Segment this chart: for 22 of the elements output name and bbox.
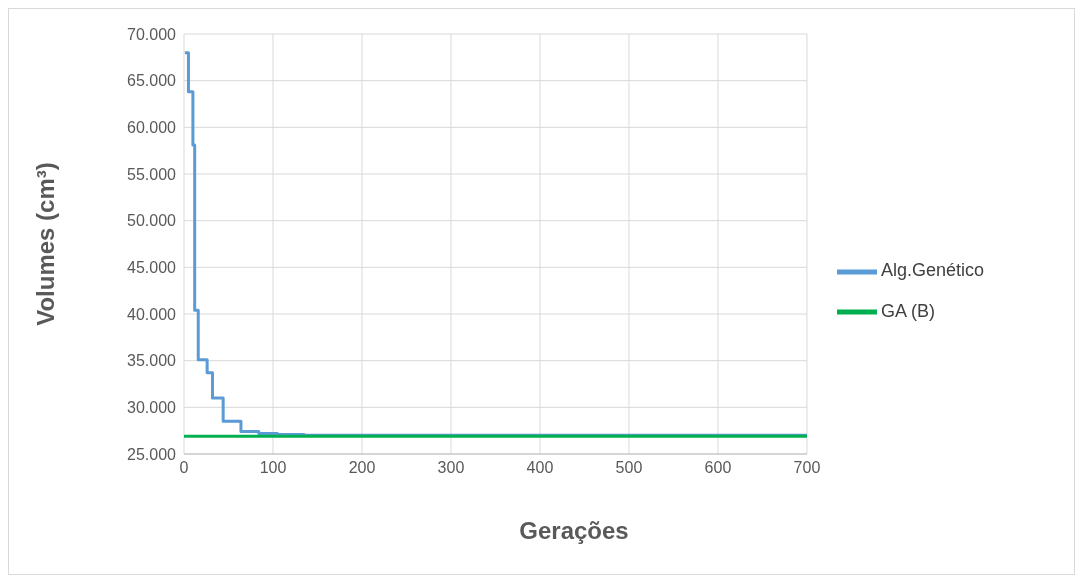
x-tick-label: 700: [793, 459, 821, 477]
x-tick-label: 500: [615, 459, 643, 477]
x-tick-label: 200: [348, 459, 376, 477]
y-tick-label: 35.000: [127, 352, 177, 370]
y-tick-label: 30.000: [127, 399, 177, 417]
x-tick-label: 0: [179, 459, 189, 477]
x-tick-label: 600: [704, 459, 732, 477]
x-axis-title: Gerações: [519, 517, 629, 544]
y-axis-title: Volumes (cm³): [32, 162, 59, 326]
y-tick-label: 60.000: [127, 119, 177, 137]
y-tick-label: 50.000: [127, 212, 177, 230]
y-tick-label: 45.000: [127, 259, 177, 277]
y-tick-label: 70.000: [127, 25, 177, 43]
x-tick-label: 300: [437, 459, 465, 477]
x-tick-label: 100: [259, 459, 287, 477]
y-tick-label: 55.000: [127, 165, 177, 183]
x-tick-label: 400: [526, 459, 554, 477]
legend-label: GA (B): [880, 300, 935, 321]
y-tick-label: 65.000: [127, 72, 177, 90]
legend-label: Alg.Genético: [880, 260, 984, 281]
y-tick-label: 40.000: [127, 305, 177, 323]
y-tick-label: 25.000: [127, 445, 177, 463]
